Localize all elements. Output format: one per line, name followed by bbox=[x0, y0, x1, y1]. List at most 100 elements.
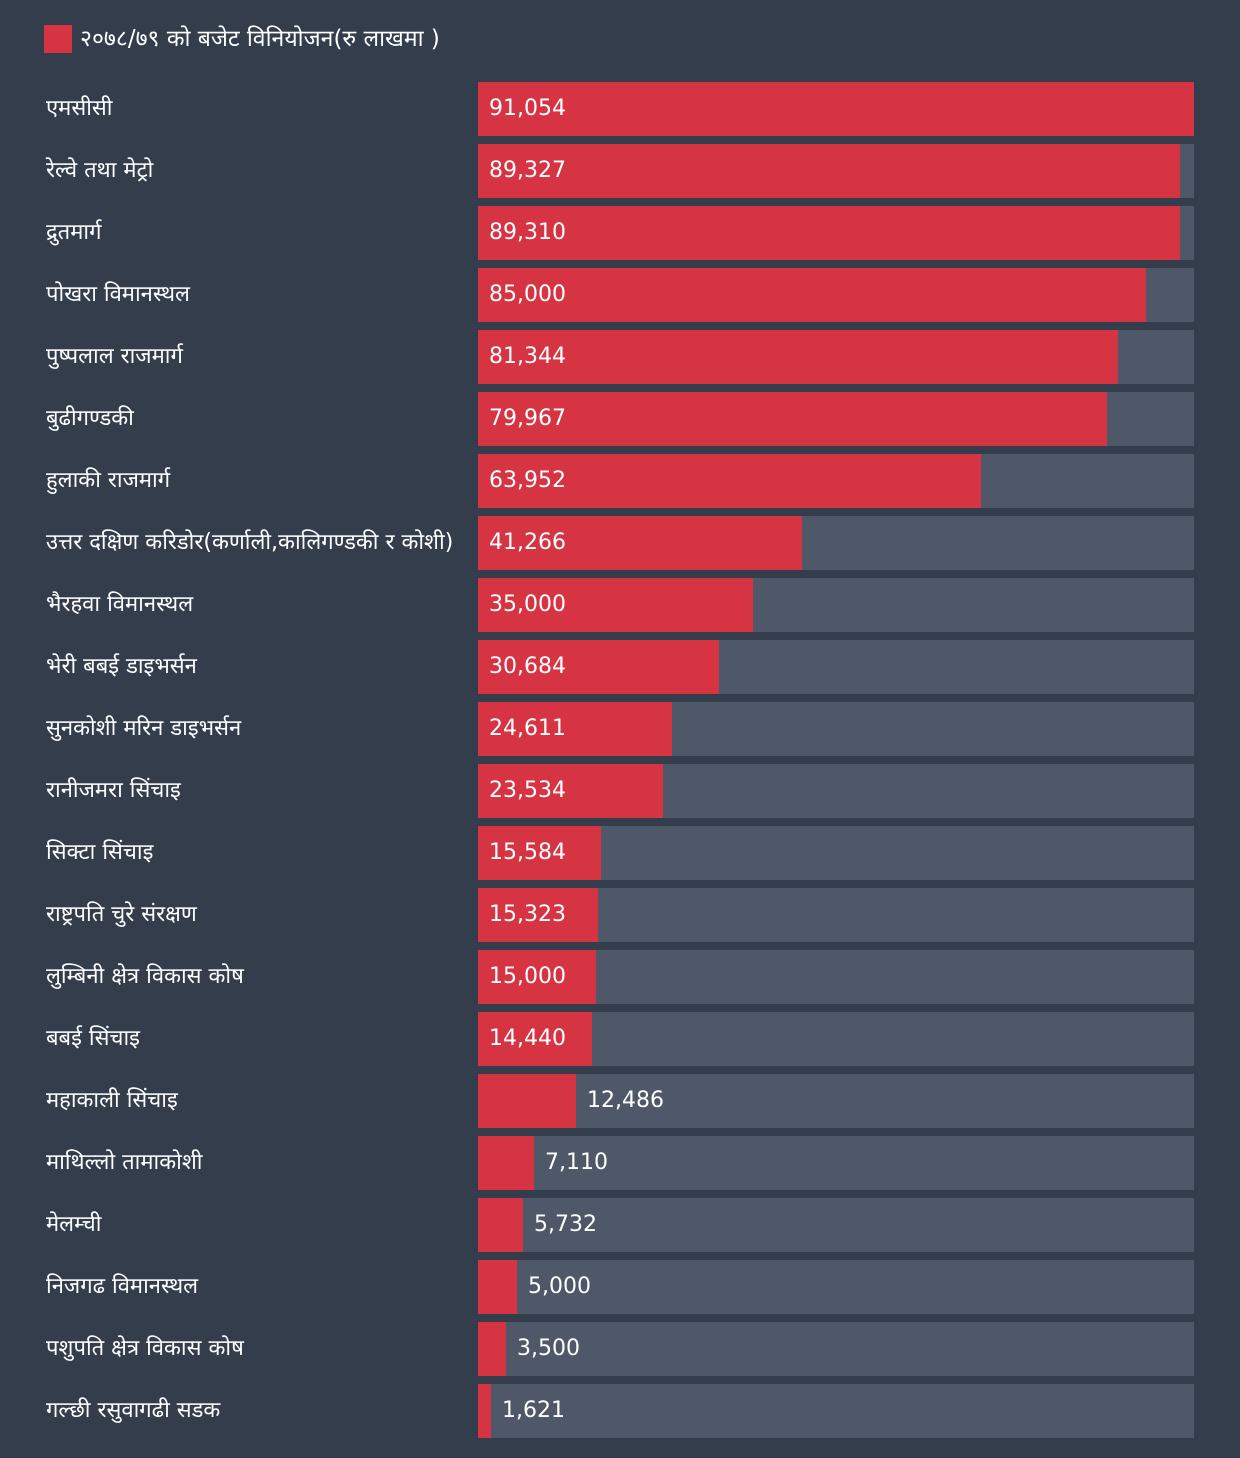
value-label: 30,684 bbox=[489, 640, 566, 694]
category-label: मेलम्ची bbox=[46, 1198, 101, 1252]
bar-track: 24,611 bbox=[478, 702, 1194, 756]
bar-row: रानीजमरा सिंचाइ 23,534 bbox=[0, 764, 1240, 818]
bar-track: 15,323 bbox=[478, 888, 1194, 942]
bar bbox=[478, 1198, 523, 1252]
bar-row: पुष्पलाल राजमार्ग 81,344 bbox=[0, 330, 1240, 384]
category-label: राष्ट्रपति चुरे संरक्षण bbox=[46, 888, 197, 942]
value-label: 23,534 bbox=[489, 764, 566, 818]
bar bbox=[478, 1136, 534, 1190]
bar-track: 89,327 bbox=[478, 144, 1194, 198]
bar-row: भेरी बबई डाइभर्सन 30,684 bbox=[0, 640, 1240, 694]
bar-row: निजगढ विमानस्थल 5,000 bbox=[0, 1260, 1240, 1314]
value-label: 79,967 bbox=[489, 392, 566, 446]
category-label: पोखरा विमानस्थल bbox=[46, 268, 190, 322]
category-label: बुढीगण्डकी bbox=[46, 392, 134, 446]
bar-row: मेलम्ची 5,732 bbox=[0, 1198, 1240, 1252]
bar-row: लुम्बिनी क्षेत्र विकास कोष 15,000 bbox=[0, 950, 1240, 1004]
bar-row: माथिल्लो तामाकोशी 7,110 bbox=[0, 1136, 1240, 1190]
bar-track: 89,310 bbox=[478, 206, 1194, 260]
category-label: सुनकोशी मरिन डाइभर्सन bbox=[46, 702, 241, 756]
bar-track: 14,440 bbox=[478, 1012, 1194, 1066]
value-label: 81,344 bbox=[489, 330, 566, 384]
value-label: 15,323 bbox=[489, 888, 566, 942]
bar-row: पशुपति क्षेत्र विकास कोष 3,500 bbox=[0, 1322, 1240, 1376]
bar-row: पोखरा विमानस्थल 85,000 bbox=[0, 268, 1240, 322]
category-label: रानीजमरा सिंचाइ bbox=[46, 764, 181, 818]
value-label: 35,000 bbox=[489, 578, 566, 632]
value-label: 12,486 bbox=[587, 1074, 664, 1128]
bar-track: 12,486 bbox=[478, 1074, 1194, 1128]
bar-track: 79,967 bbox=[478, 392, 1194, 446]
bar-track: 85,000 bbox=[478, 268, 1194, 322]
bar-track: 1,621 bbox=[478, 1384, 1194, 1438]
category-label: पशुपति क्षेत्र विकास कोष bbox=[46, 1322, 244, 1376]
value-label: 89,327 bbox=[489, 144, 566, 198]
bar-row: द्रुतमार्ग 89,310 bbox=[0, 206, 1240, 260]
legend-label: २०७८/७९ को बजेट विनियोजन(रु लाखमा ) bbox=[80, 24, 440, 54]
value-label: 89,310 bbox=[489, 206, 566, 260]
bar-track: 3,500 bbox=[478, 1322, 1194, 1376]
bar bbox=[478, 82, 1194, 136]
bar-chart: २०७८/७९ को बजेट विनियोजन(रु लाखमा ) एमसी… bbox=[0, 0, 1240, 1458]
bar-track: 35,000 bbox=[478, 578, 1194, 632]
bar-track: 63,952 bbox=[478, 454, 1194, 508]
value-label: 5,000 bbox=[528, 1260, 591, 1314]
bar-row: एमसीसी 91,054 bbox=[0, 82, 1240, 136]
bar-track: 91,054 bbox=[478, 82, 1194, 136]
bar bbox=[478, 1384, 491, 1438]
legend-swatch bbox=[44, 25, 72, 53]
category-label: रेल्वे तथा मेट्रो bbox=[46, 144, 153, 198]
bar-row: बुढीगण्डकी 79,967 bbox=[0, 392, 1240, 446]
bar bbox=[478, 1260, 517, 1314]
category-label: भेरी बबई डाइभर्सन bbox=[46, 640, 197, 694]
bar-row: सुनकोशी मरिन डाइभर्सन 24,611 bbox=[0, 702, 1240, 756]
category-label: बबई सिंचाइ bbox=[46, 1012, 140, 1066]
bar-row: हुलाकी राजमार्ग 63,952 bbox=[0, 454, 1240, 508]
value-label: 7,110 bbox=[545, 1136, 608, 1190]
category-label: माथिल्लो तामाकोशी bbox=[46, 1136, 202, 1190]
value-label: 15,000 bbox=[489, 950, 566, 1004]
legend: २०७८/७९ को बजेट विनियोजन(रु लाखमा ) bbox=[44, 24, 440, 54]
value-label: 24,611 bbox=[489, 702, 566, 756]
bar-row: बबई सिंचाइ 14,440 bbox=[0, 1012, 1240, 1066]
category-label: भैरहवा विमानस्थल bbox=[46, 578, 193, 632]
category-label: निजगढ विमानस्थल bbox=[46, 1260, 198, 1314]
value-label: 91,054 bbox=[489, 82, 566, 136]
bar-row: गल्छी रसुवागढी सडक 1,621 bbox=[0, 1384, 1240, 1438]
bar-track: 7,110 bbox=[478, 1136, 1194, 1190]
value-label: 1,621 bbox=[502, 1384, 565, 1438]
bar-row: भैरहवा विमानस्थल 35,000 bbox=[0, 578, 1240, 632]
bar-track: 5,000 bbox=[478, 1260, 1194, 1314]
value-label: 3,500 bbox=[517, 1322, 580, 1376]
bar-track: 15,000 bbox=[478, 950, 1194, 1004]
bar bbox=[478, 330, 1118, 384]
bar-row: राष्ट्रपति चुरे संरक्षण 15,323 bbox=[0, 888, 1240, 942]
bar bbox=[478, 144, 1180, 198]
category-label: एमसीसी bbox=[46, 82, 112, 136]
bar-row: रेल्वे तथा मेट्रो 89,327 bbox=[0, 144, 1240, 198]
bar-track: 81,344 bbox=[478, 330, 1194, 384]
category-label: पुष्पलाल राजमार्ग bbox=[46, 330, 183, 384]
bar-row: उत्तर दक्षिण करिडोर(कर्णाली,कालिगण्डकी र… bbox=[0, 516, 1240, 570]
bar bbox=[478, 206, 1180, 260]
bar bbox=[478, 392, 1107, 446]
category-label: उत्तर दक्षिण करिडोर(कर्णाली,कालिगण्डकी र… bbox=[46, 516, 453, 570]
bar-row: सिक्टा सिंचाइ15,584 bbox=[0, 826, 1240, 880]
bar-track: 23,534 bbox=[478, 764, 1194, 818]
bar bbox=[478, 268, 1146, 322]
bar bbox=[478, 1322, 506, 1376]
value-label: 5,732 bbox=[534, 1198, 597, 1252]
category-label: लुम्बिनी क्षेत्र विकास कोष bbox=[46, 950, 244, 1004]
value-label: 63,952 bbox=[489, 454, 566, 508]
category-label: गल्छी रसुवागढी सडक bbox=[46, 1384, 220, 1438]
category-label: द्रुतमार्ग bbox=[46, 206, 101, 260]
value-label: 41,266 bbox=[489, 516, 566, 570]
value-label: 15,584 bbox=[489, 826, 566, 880]
category-label: महाकाली सिंचाइ bbox=[46, 1074, 178, 1128]
bar-row: महाकाली सिंचाइ 12,486 bbox=[0, 1074, 1240, 1128]
value-label: 85,000 bbox=[489, 268, 566, 322]
bar-track: 30,684 bbox=[478, 640, 1194, 694]
value-label: 14,440 bbox=[489, 1012, 566, 1066]
category-label: हुलाकी राजमार्ग bbox=[46, 454, 170, 508]
bar-track: 41,266 bbox=[478, 516, 1194, 570]
